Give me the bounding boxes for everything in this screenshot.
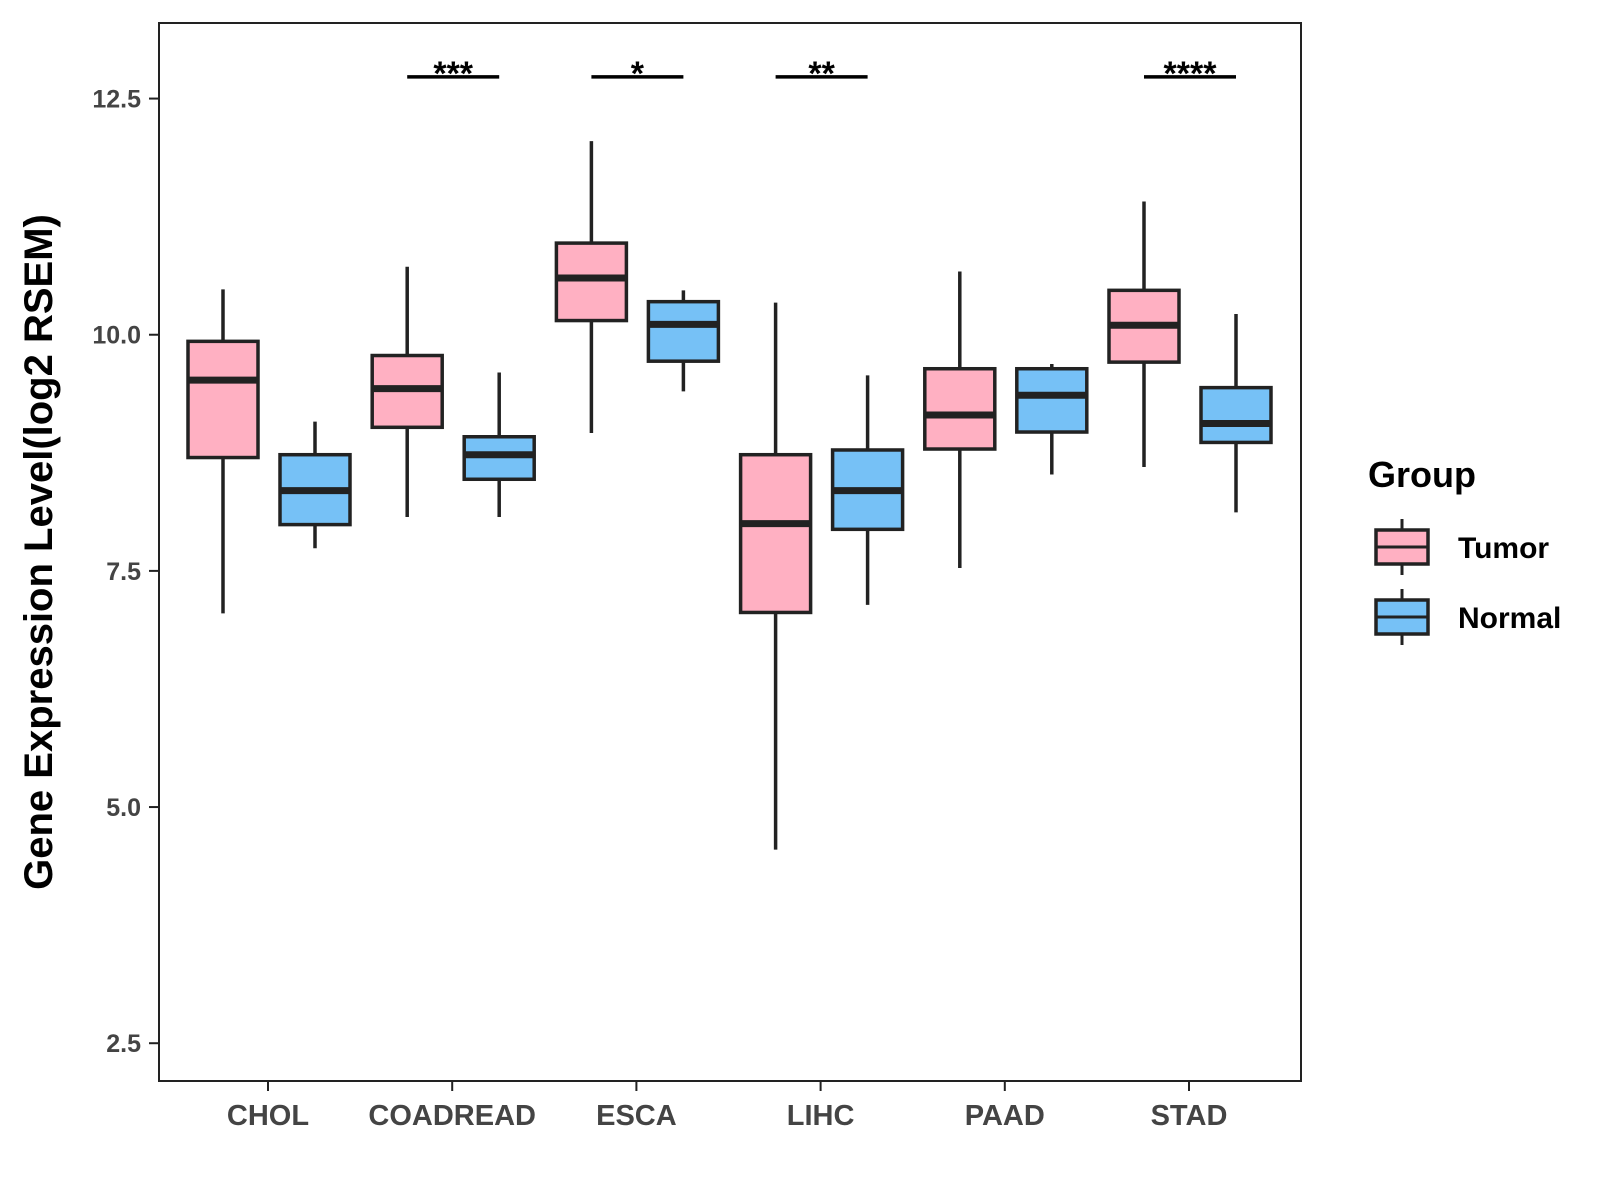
iqr-box — [554, 241, 629, 323]
legend-items: Tumor Normal — [1374, 519, 1561, 645]
box-normal-lihc — [830, 375, 905, 605]
legend-item-tumor: Tumor — [1374, 519, 1549, 575]
legend: Group Tumor Normal — [1368, 454, 1561, 645]
iqr-box — [1015, 366, 1089, 434]
x-tick-label: STAD — [1151, 1100, 1228, 1132]
y-tick-label: 12.5 — [92, 86, 141, 114]
box-tumor-coadread — [370, 266, 444, 518]
legend-title: Group — [1368, 454, 1476, 495]
iqr-box — [923, 366, 997, 451]
y-axis-title: Gene Expression Level(log2 RSEM) — [17, 214, 61, 890]
y-tick-label: 10.0 — [92, 322, 141, 350]
x-tick-label: LIHC — [787, 1100, 855, 1132]
box-normal-paad — [1015, 364, 1089, 475]
x-tick-label: ESCA — [596, 1100, 677, 1132]
y-axis: 2.5 5.0 7.5 10.0 12.5 — [92, 86, 159, 1058]
significance-label: **** — [1164, 55, 1218, 93]
legend-label: Normal — [1458, 602, 1561, 635]
iqr-box — [738, 452, 813, 615]
box-normal-chol — [278, 421, 352, 549]
significance-label: ** — [808, 55, 835, 93]
box-normal-stad — [1199, 313, 1273, 513]
significance-annotations: *** * ** **** — [407, 55, 1236, 93]
box-tumor-stad — [1107, 201, 1181, 467]
x-tick-label: CHOL — [227, 1100, 309, 1132]
y-tick-label: 7.5 — [106, 558, 141, 586]
x-tick-label: PAAD — [965, 1100, 1045, 1132]
iqr-box — [1199, 385, 1273, 445]
box-tumor-lihc — [738, 302, 813, 850]
iqr-box — [646, 299, 721, 363]
significance-label: * — [631, 55, 645, 93]
iqr-box — [186, 339, 260, 460]
x-axis: CHOL COADREAD ESCA LIHC PAAD STAD — [227, 1081, 1227, 1132]
box-tumor-chol — [186, 289, 260, 614]
x-tick-label: COADREAD — [368, 1100, 536, 1132]
significance-label: *** — [433, 55, 473, 93]
box-tumor-esca — [554, 141, 629, 433]
legend-item-normal: Normal — [1374, 589, 1561, 645]
box-normal-esca — [646, 290, 721, 392]
box-tumor-paad — [923, 271, 997, 569]
box-series — [186, 141, 1273, 850]
y-tick-label: 2.5 — [106, 1030, 141, 1058]
box-normal-coadread — [462, 372, 536, 518]
y-tick-label: 5.0 — [106, 794, 141, 822]
legend-label: Tumor — [1458, 532, 1549, 565]
plot-panel-border — [158, 22, 1302, 1082]
